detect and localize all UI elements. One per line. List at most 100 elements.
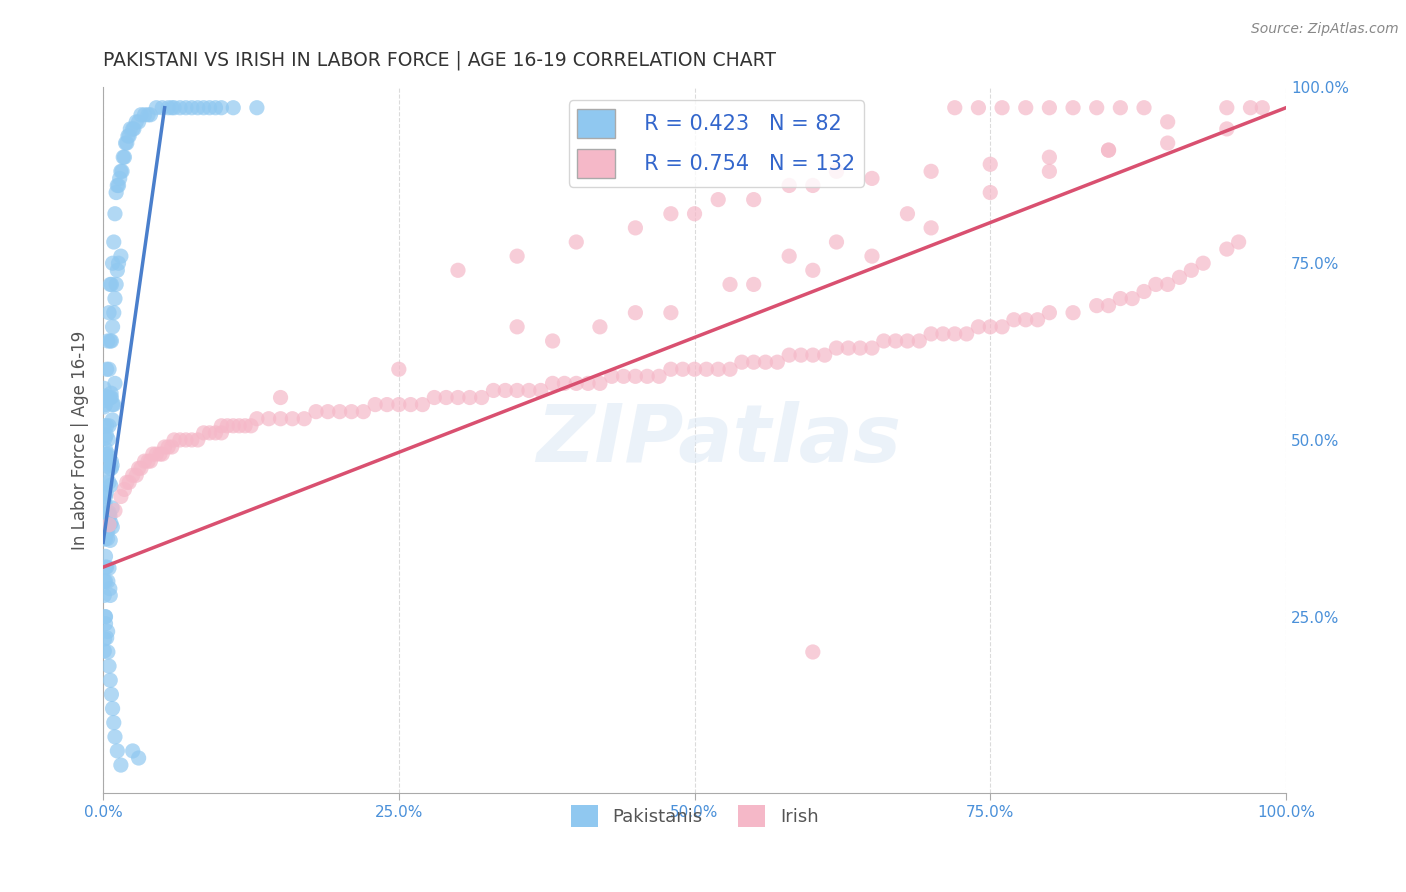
Point: [920, 220, 942, 235]
Point: [825, 235, 848, 249]
Point: [101, 413, 124, 427]
Point: [104, 207, 127, 221]
Point: [163, 433, 186, 447]
Point: [1062, 306, 1084, 320]
Point: [142, 447, 165, 461]
Y-axis label: In Labor Force | Age 16-19: In Labor Force | Age 16-19: [72, 330, 89, 549]
Point: [1015, 312, 1038, 326]
Point: [1180, 263, 1202, 277]
Point: [117, 128, 139, 143]
Point: [187, 101, 209, 115]
Point: [96, 517, 118, 532]
Point: [270, 391, 292, 405]
Point: [228, 418, 250, 433]
Point: [860, 249, 883, 263]
Point: [943, 326, 966, 341]
Point: [96, 362, 118, 376]
Point: [139, 454, 162, 468]
Point: [98, 506, 121, 520]
Point: [112, 483, 135, 497]
Point: [375, 398, 398, 412]
Point: [1216, 122, 1239, 136]
Point: [434, 391, 457, 405]
Point: [103, 715, 125, 730]
Point: [943, 101, 966, 115]
Point: [517, 384, 540, 398]
Point: [1109, 292, 1132, 306]
Point: [636, 369, 658, 384]
Point: [1015, 101, 1038, 115]
Point: [742, 193, 765, 207]
Point: [93, 503, 115, 517]
Point: [222, 101, 245, 115]
Point: [204, 425, 226, 440]
Point: [145, 101, 167, 115]
Point: [908, 334, 931, 348]
Point: [187, 433, 209, 447]
Point: [659, 306, 682, 320]
Point: [364, 398, 387, 412]
Point: [115, 475, 138, 490]
Legend: Pakistanis, Irish: Pakistanis, Irish: [564, 797, 825, 834]
Point: [149, 447, 172, 461]
Point: [94, 532, 117, 546]
Point: [1156, 277, 1178, 292]
Point: [96, 631, 118, 645]
Point: [98, 589, 121, 603]
Point: [112, 150, 135, 164]
Point: [1251, 101, 1274, 115]
Point: [98, 475, 121, 490]
Point: [932, 326, 955, 341]
Point: [233, 418, 256, 433]
Point: [494, 384, 516, 398]
Point: [128, 461, 150, 475]
Point: [624, 220, 647, 235]
Point: [121, 744, 143, 758]
Point: [198, 101, 221, 115]
Point: [105, 744, 128, 758]
Point: [110, 490, 132, 504]
Point: [150, 447, 173, 461]
Point: [589, 376, 612, 391]
Point: [837, 341, 859, 355]
Point: [801, 348, 824, 362]
Point: [101, 520, 124, 534]
Text: Source: ZipAtlas.com: Source: ZipAtlas.com: [1251, 22, 1399, 37]
Point: [506, 249, 529, 263]
Point: [98, 450, 121, 464]
Point: [103, 398, 125, 412]
Point: [222, 418, 245, 433]
Point: [94, 497, 117, 511]
Point: [1168, 270, 1191, 285]
Point: [94, 389, 117, 403]
Point: [1038, 150, 1060, 164]
Point: [128, 115, 150, 129]
Point: [136, 454, 159, 468]
Point: [120, 122, 142, 136]
Point: [103, 306, 125, 320]
Point: [125, 115, 148, 129]
Point: [814, 348, 837, 362]
Point: [93, 488, 115, 502]
Point: [1144, 277, 1167, 292]
Point: [101, 701, 124, 715]
Point: [97, 447, 120, 461]
Point: [128, 751, 150, 765]
Point: [1097, 143, 1119, 157]
Point: [125, 468, 148, 483]
Point: [94, 616, 117, 631]
Point: [979, 186, 1001, 200]
Point: [1192, 256, 1215, 270]
Point: [94, 609, 117, 624]
Point: [93, 574, 115, 589]
Point: [174, 101, 197, 115]
Point: [98, 461, 121, 475]
Point: [1038, 164, 1060, 178]
Point: [169, 433, 191, 447]
Point: [530, 384, 553, 398]
Point: [104, 503, 127, 517]
Point: [94, 393, 117, 408]
Point: [94, 490, 117, 504]
Point: [471, 391, 494, 405]
Point: [600, 369, 623, 384]
